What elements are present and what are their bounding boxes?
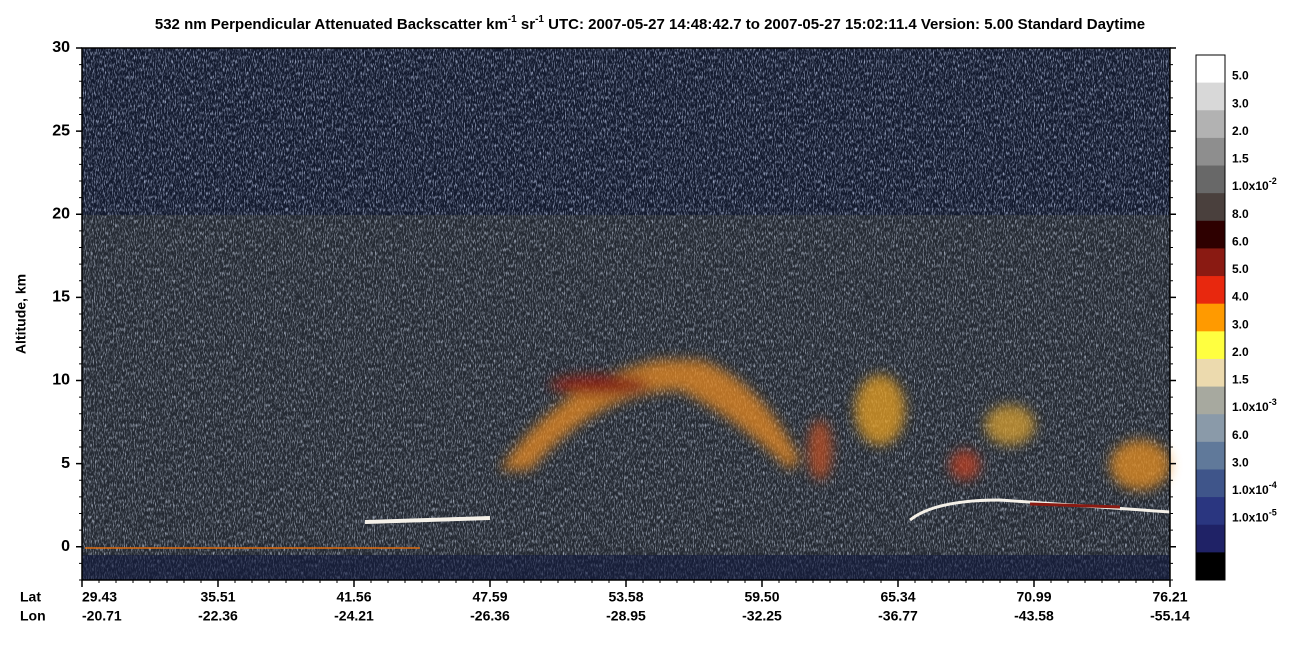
x-tick-label: -28.95 [606, 608, 646, 624]
title-text: sr [517, 16, 536, 33]
x-tick-label: 53.58 [608, 589, 643, 605]
colorbar-swatch [1196, 220, 1225, 249]
colorbar-swatch [1196, 497, 1225, 526]
cloud-features [500, 360, 1170, 490]
colorbar-swatch [1196, 524, 1225, 553]
colorbar-swatch [1196, 248, 1225, 277]
colorbar-label-text: 6.0 [1232, 235, 1249, 249]
title-superscript: -1 [535, 14, 544, 25]
colorbar-label: 5.0 [1232, 262, 1249, 276]
colorbar-swatch [1196, 137, 1225, 167]
x-tick-label: 70.99 [1016, 589, 1051, 605]
colorbar-swatch [1196, 55, 1225, 84]
colorbar-swatch [1196, 441, 1225, 470]
y-tick-label: 0 [61, 538, 70, 555]
colorbar-frame [1195, 54, 1226, 581]
colorbar-label: 2.0 [1232, 345, 1249, 359]
colorbar-label-text: 3.0 [1232, 96, 1249, 110]
y-tick-label: 15 [52, 289, 70, 306]
colorbar-label-text: 6.0 [1232, 428, 1249, 442]
x-tick-label: 59.50 [744, 589, 779, 605]
colorbar-label: 3.0 [1232, 456, 1249, 470]
colorbar-label: 3.0 [1232, 96, 1249, 110]
colorbar-label-text: 4.0 [1232, 290, 1249, 304]
x-tick-label: 29.43 [82, 589, 117, 605]
colorbar-label-text: 3.0 [1232, 456, 1249, 470]
colorbar-swatch [1196, 193, 1225, 222]
colorbar-label: 4.0 [1232, 290, 1249, 304]
y-tick-label: 30 [52, 39, 70, 56]
colorbar-label-text: 5.0 [1232, 69, 1249, 83]
x-row-name: Lon [20, 608, 46, 624]
y-tick-label: 25 [52, 122, 70, 139]
x-tick-label: 41.56 [336, 589, 371, 605]
colorbar-swatch [1196, 552, 1225, 581]
x-tick-label: -55.14 [1150, 608, 1190, 624]
colorbar-label: 1.0x10-4 [1232, 480, 1277, 497]
colorbar-label-text: 1.0x10 [1232, 483, 1269, 497]
x-tick-label: -20.71 [82, 608, 122, 624]
colorbar-swatch [1196, 165, 1225, 194]
x-tick-label: 47.59 [472, 589, 507, 605]
colorbar-label-superscript: -3 [1269, 398, 1277, 408]
plot-area [81, 47, 1171, 581]
x-tick-label: 65.34 [880, 589, 915, 605]
colorbar-label: 5.0 [1232, 69, 1249, 83]
chart-title: 532 nm Perpendicular Attenuated Backscat… [155, 14, 1145, 33]
boundary-layer [82, 498, 1171, 580]
colorbar-label-text: 2.0 [1232, 124, 1249, 138]
colorbar-label-text: 1.0x10 [1232, 179, 1269, 193]
title-text: UTC: 2007-05-27 14:48:42.7 to 2007-05-27… [544, 16, 1145, 33]
colorbar-swatch [1196, 469, 1225, 498]
colorbar-label-text: 5.0 [1232, 262, 1249, 276]
colorbar-swatch [1196, 414, 1225, 443]
title-text: 532 nm Perpendicular Attenuated Backscat… [155, 16, 508, 33]
colorbar-label-text: 1.5 [1232, 152, 1249, 166]
colorbar-swatch [1196, 276, 1225, 305]
colorbar-swatch [1196, 331, 1225, 360]
colorbar-label-superscript: -4 [1269, 480, 1277, 490]
colorbar-label-text: 8.0 [1232, 207, 1249, 221]
colorbar-label: 6.0 [1232, 428, 1249, 442]
y-tick-label: 5 [61, 455, 70, 472]
colorbar-swatch [1196, 358, 1225, 388]
x-tick-label: 76.21 [1152, 589, 1187, 605]
y-tick-label: 10 [52, 372, 70, 389]
colorbar-swatch [1196, 386, 1225, 415]
colorbar-label-text: 1.0x10 [1232, 400, 1269, 414]
x-tick-label: -43.58 [1014, 608, 1054, 624]
y-tick-label: 20 [52, 205, 70, 222]
colorbar-label: 1.0x10-5 [1232, 508, 1277, 525]
colorbar-label: 2.0 [1232, 124, 1249, 138]
x-row-name: Lat [20, 589, 41, 605]
colorbar-label-text: 3.0 [1232, 317, 1249, 331]
x-tick-label: -32.25 [742, 608, 782, 624]
colorbar-label: 1.0x10-3 [1232, 398, 1277, 415]
y-axis-label: Altitude, km [13, 274, 29, 354]
backscatter-texture [82, 48, 1170, 580]
colorbar-label: 1.0x10-2 [1232, 177, 1277, 194]
colorbar-label: 1.5 [1232, 152, 1249, 166]
x-tick-label: -36.77 [878, 608, 918, 624]
colorbar-label: 8.0 [1232, 207, 1249, 221]
x-tick-label: -24.21 [334, 608, 374, 624]
x-tick-label: -26.36 [470, 608, 510, 624]
colorbar-label: 3.0 [1232, 317, 1249, 331]
x-tick-label: 35.51 [200, 589, 235, 605]
title-superscript: -1 [508, 14, 517, 25]
colorbar-swatch [1196, 110, 1225, 139]
x-tick-label: -22.36 [198, 608, 238, 624]
colorbar-swatch [1196, 303, 1225, 332]
colorbar-label: 1.5 [1232, 373, 1249, 387]
colorbar-label-text: 1.5 [1232, 373, 1249, 387]
colorbar-label-text: 1.0x10 [1232, 511, 1269, 525]
colorbar-label-superscript: -2 [1269, 177, 1277, 187]
colorbar-swatch [1196, 82, 1225, 111]
colorbar-label-superscript: -5 [1269, 508, 1277, 518]
colorbar-label-text: 2.0 [1232, 345, 1249, 359]
colorbar-label: 6.0 [1232, 235, 1249, 249]
